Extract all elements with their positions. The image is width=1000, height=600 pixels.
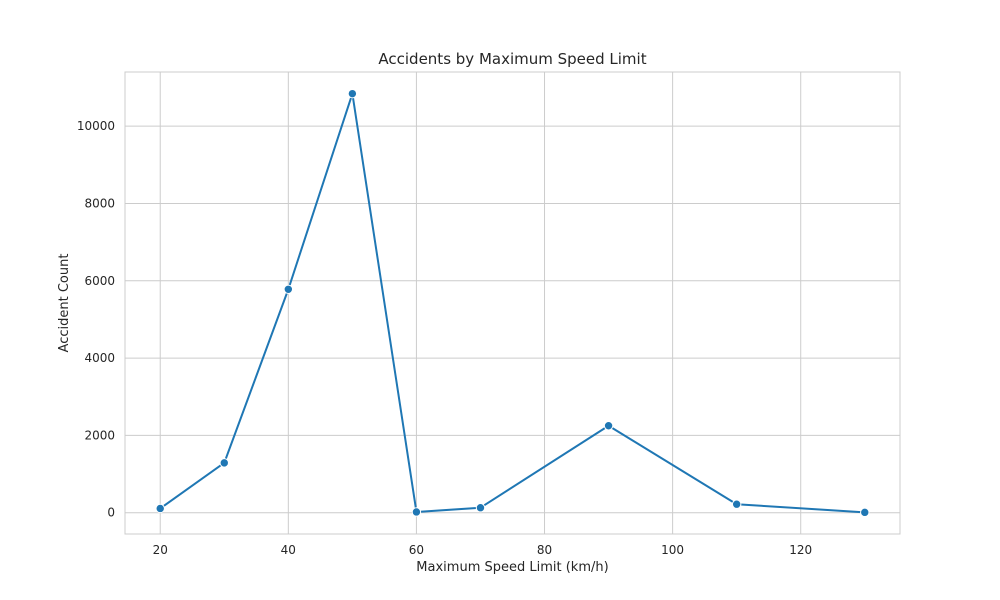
- x-tick-label: 40: [281, 543, 296, 557]
- data-point: [283, 284, 294, 294]
- chart-title: Accidents by Maximum Speed Limit: [378, 50, 646, 68]
- x-tick-label: 80: [537, 543, 552, 557]
- y-tick-label: 2000: [84, 428, 115, 442]
- y-tick-label: 6000: [84, 274, 115, 288]
- data-point: [603, 421, 614, 431]
- x-tick-label: 20: [153, 543, 168, 557]
- plot-background: [125, 72, 900, 534]
- data-point: [860, 507, 870, 518]
- y-axis-label: Accident Count: [57, 254, 72, 353]
- x-axis-label: Maximum Speed Limit (km/h): [416, 560, 608, 575]
- data-point: [731, 499, 742, 509]
- data-point: [475, 503, 486, 513]
- data-point: [219, 458, 229, 468]
- y-tick-label: 4000: [84, 351, 115, 365]
- tick-labels: 20 40 60 80 100 120 0 2000 4000 6000 8000 10000: [77, 119, 812, 557]
- y-tick-label: 8000: [84, 196, 115, 210]
- x-tick-label: 100: [661, 543, 684, 557]
- series-layer: [155, 88, 870, 518]
- data-point: [347, 88, 358, 99]
- plot-frame: [124, 71, 901, 535]
- data-point: [155, 503, 165, 514]
- x-tick-label: 60: [409, 543, 424, 557]
- y-tick-label: 0: [107, 506, 115, 520]
- grid-lines: [125, 72, 900, 534]
- y-tick-label: 10000: [77, 119, 115, 133]
- data-point: [411, 507, 422, 517]
- x-tick-label: 120: [789, 543, 812, 557]
